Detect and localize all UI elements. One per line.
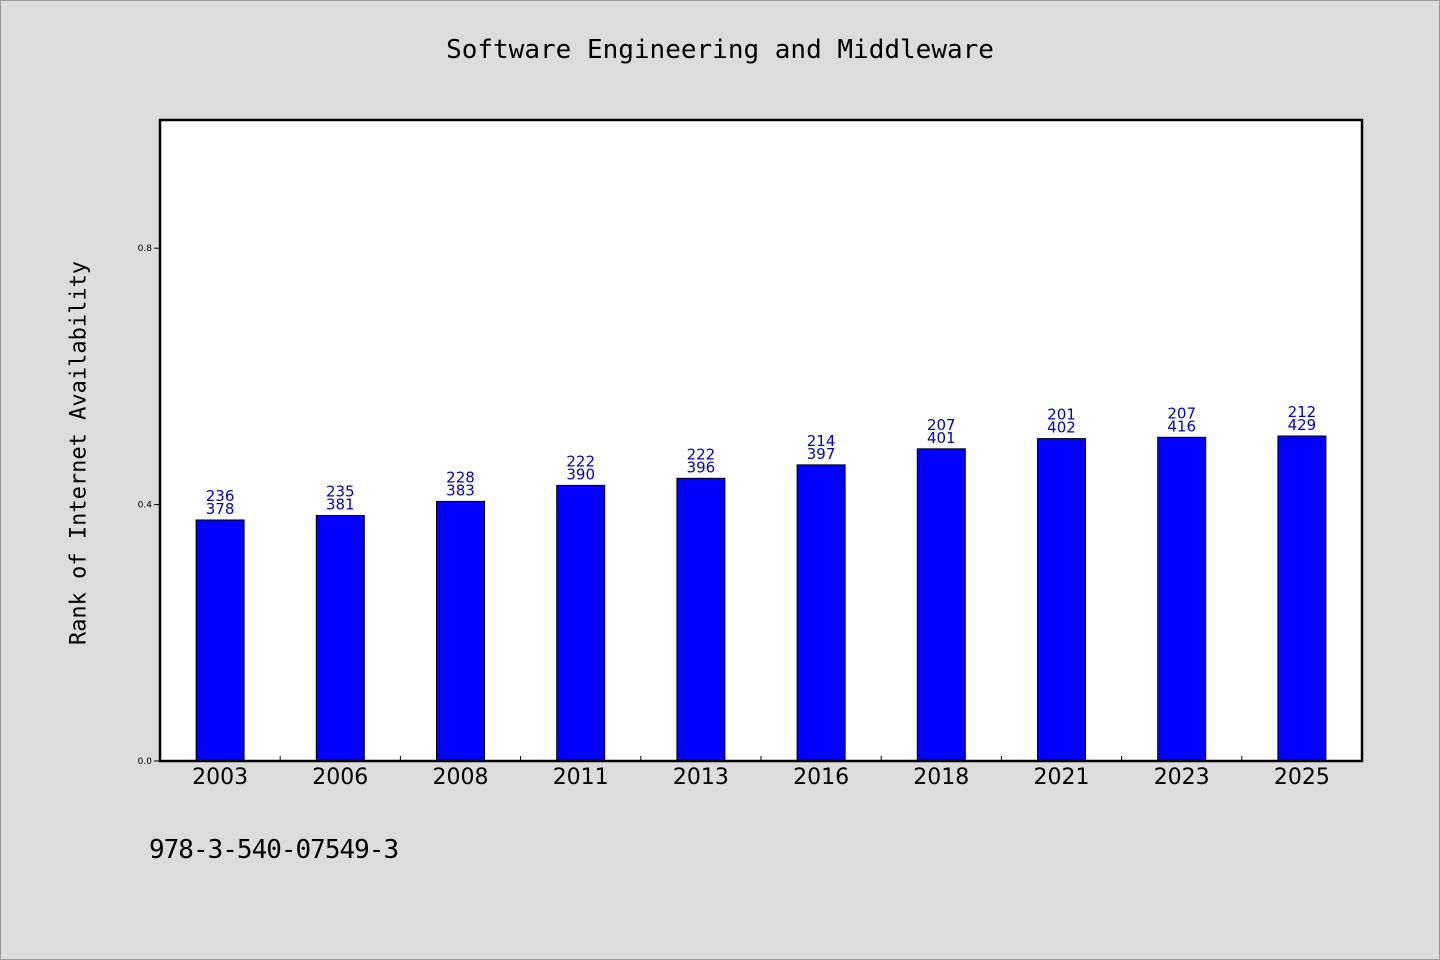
x-tick-label: 2011 xyxy=(553,765,609,790)
chart-title: Software Engineering and Middleware xyxy=(446,35,994,65)
bar xyxy=(1037,438,1086,762)
data-label-bottom: 396 xyxy=(687,458,716,476)
data-label-top: 207 xyxy=(927,416,956,434)
bar xyxy=(556,484,606,762)
data-label-top: 236 xyxy=(206,487,235,505)
bar xyxy=(916,448,966,762)
x-tick-label: 2021 xyxy=(1034,765,1090,790)
data-label-bottom: 401 xyxy=(927,429,956,447)
y-tick-label: 0.4 xyxy=(138,501,153,511)
y-tick-label: 0.8 xyxy=(138,244,153,254)
y-tick-label: 0.0 xyxy=(138,757,153,767)
data-label-bottom: 378 xyxy=(206,500,235,518)
data-label-top: 222 xyxy=(687,445,716,463)
bar xyxy=(1157,436,1207,762)
data-label-bottom: 397 xyxy=(807,445,836,463)
x-tick-label: 2018 xyxy=(913,765,969,790)
data-label-bottom: 381 xyxy=(326,495,355,513)
data-label-top: 222 xyxy=(566,452,595,470)
x-tick-label: 2025 xyxy=(1274,765,1330,790)
x-tick-label: 2006 xyxy=(312,765,368,790)
isbn-footnote: 978-3-540-07549-3 xyxy=(149,835,399,865)
data-label-bottom: 416 xyxy=(1167,417,1196,435)
x-tick-label: 2008 xyxy=(433,765,489,790)
bar xyxy=(1277,435,1327,762)
data-label-bottom: 402 xyxy=(1047,419,1076,437)
data-label-top: 228 xyxy=(446,468,475,486)
data-label-bottom: 383 xyxy=(446,481,475,499)
data-label-bottom: 429 xyxy=(1288,416,1317,434)
data-label-top: 212 xyxy=(1288,403,1317,421)
data-label-top: 201 xyxy=(1047,406,1076,424)
bar xyxy=(195,519,245,762)
x-tick-label: 2013 xyxy=(673,765,729,790)
data-label-top: 235 xyxy=(326,482,355,500)
bar xyxy=(676,477,726,762)
x-tick-label: 2016 xyxy=(793,765,849,790)
data-label-top: 207 xyxy=(1167,404,1196,422)
plot-border xyxy=(158,118,1364,763)
bar xyxy=(436,500,485,762)
x-tick-label: 2003 xyxy=(192,765,248,790)
x-tick-label: 2023 xyxy=(1154,765,1210,790)
bar xyxy=(315,514,365,762)
data-label-bottom: 390 xyxy=(566,465,595,483)
bar xyxy=(796,464,846,762)
data-label-top: 214 xyxy=(807,432,836,450)
